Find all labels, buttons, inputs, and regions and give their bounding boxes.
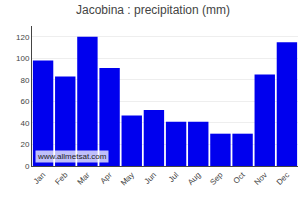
svg-text:Jan: Jan — [32, 170, 47, 185]
svg-text:Jun: Jun — [143, 170, 158, 185]
svg-text:Feb: Feb — [53, 170, 70, 187]
svg-text:www.allmetsat.com: www.allmetsat.com — [37, 152, 107, 161]
svg-text:120: 120 — [16, 33, 30, 42]
svg-text:Mar: Mar — [76, 170, 92, 186]
svg-text:60: 60 — [20, 97, 29, 106]
svg-text:Apr: Apr — [99, 170, 114, 185]
svg-text:Jacobina : precipitation (mm): Jacobina : precipitation (mm) — [76, 3, 230, 17]
svg-text:Nov: Nov — [253, 170, 269, 186]
svg-text:0: 0 — [25, 162, 30, 171]
svg-text:Dec: Dec — [275, 170, 291, 186]
svg-text:May: May — [119, 170, 136, 187]
svg-text:Jul: Jul — [167, 170, 181, 184]
svg-text:Sep: Sep — [208, 170, 225, 187]
svg-text:80: 80 — [20, 76, 29, 85]
svg-text:40: 40 — [20, 119, 29, 128]
svg-text:20: 20 — [20, 140, 29, 149]
svg-text:Aug: Aug — [186, 170, 202, 186]
svg-text:100: 100 — [16, 54, 30, 63]
svg-text:Oct: Oct — [232, 170, 248, 186]
